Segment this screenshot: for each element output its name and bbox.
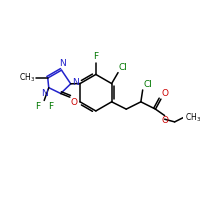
Text: N: N [41,89,48,98]
Text: N: N [73,78,79,87]
Text: Cl: Cl [119,63,128,72]
Text: N: N [59,59,66,68]
Text: O: O [161,116,168,125]
Text: CH$_3$: CH$_3$ [185,111,200,124]
Text: F: F [48,102,53,111]
Text: O: O [71,98,78,107]
Text: O: O [162,89,169,98]
Text: Cl: Cl [144,80,152,89]
Text: CH$_3$: CH$_3$ [19,72,35,84]
Text: F: F [35,102,41,111]
Text: F: F [93,52,98,61]
